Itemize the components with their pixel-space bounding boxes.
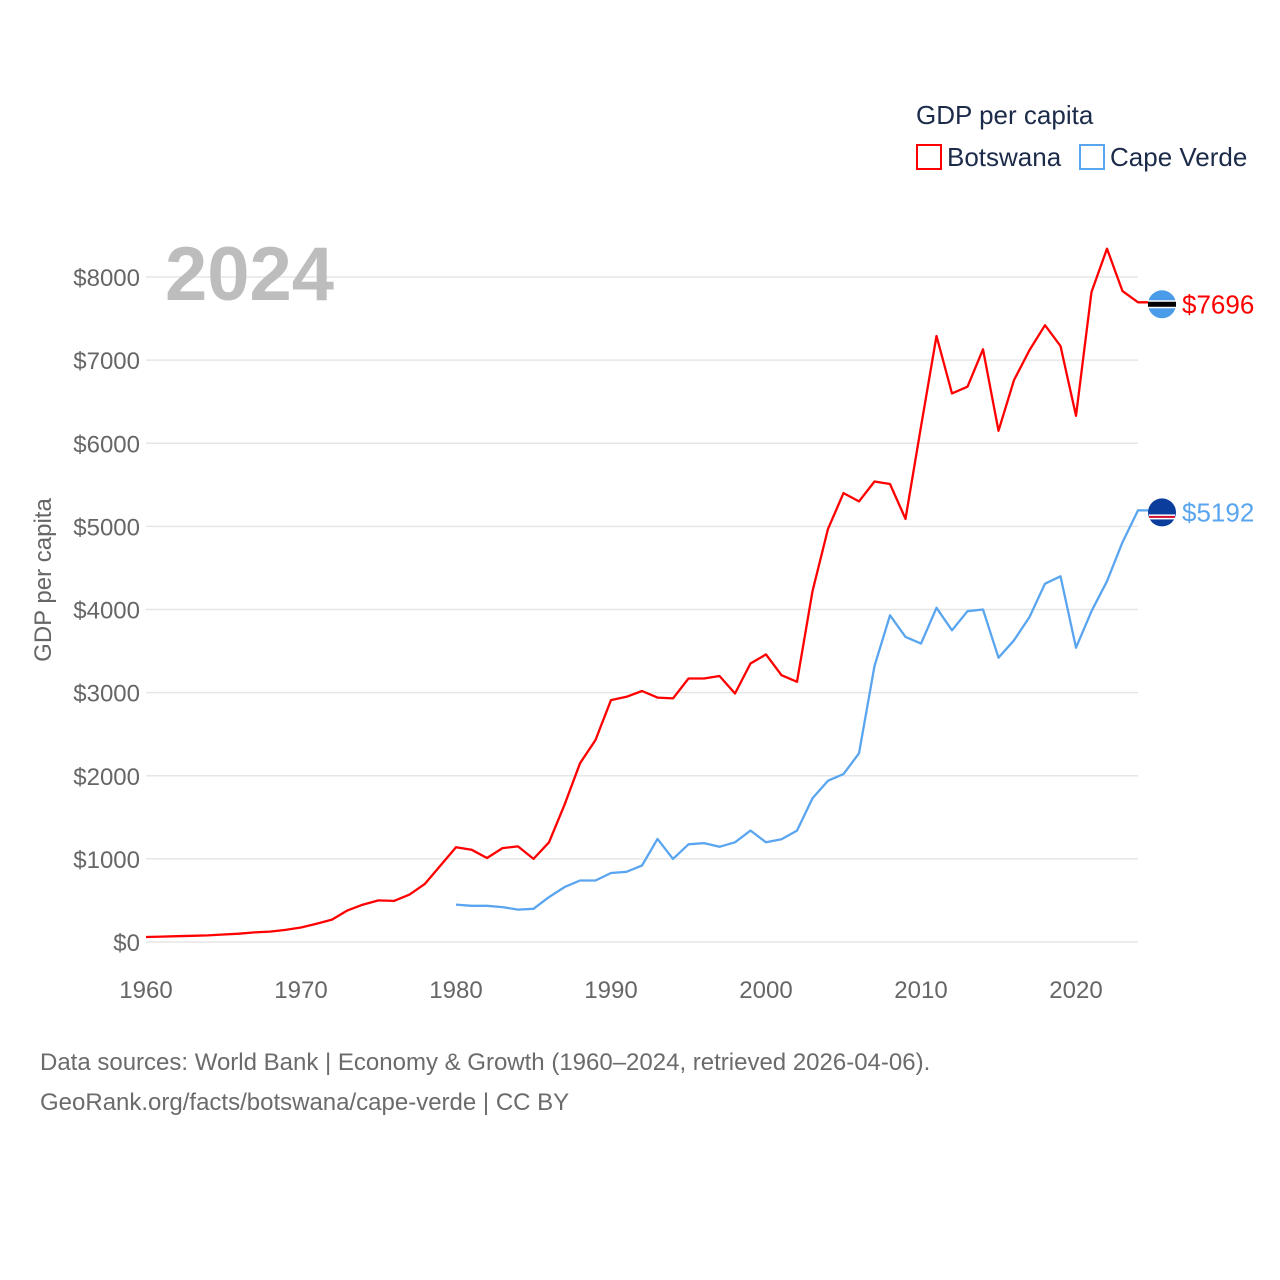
legend-swatch — [1079, 144, 1105, 170]
series-line-botswana — [145, 247, 1150, 939]
x-tick-label: 2010 — [894, 977, 947, 1004]
flag-stripe — [1148, 301, 1176, 307]
x-tick-label: 2000 — [739, 977, 792, 1004]
legend-title: GDP per capita — [916, 100, 1094, 130]
end-value-label: $7696 — [1182, 289, 1254, 319]
y-tick-label: $5000 — [73, 514, 140, 541]
y-tick-label: $7000 — [73, 348, 140, 375]
x-tick-label: 1970 — [274, 977, 327, 1004]
flag-stripe — [1149, 515, 1175, 518]
end-value-label: $5192 — [1182, 497, 1254, 527]
cape-verde-flag-icon — [1148, 498, 1176, 527]
series-line-cape-verde — [455, 509, 1150, 911]
legend-swatch — [916, 144, 942, 170]
y-tick-label: $1000 — [73, 847, 140, 874]
data-source-text: Data sources: World Bank | Economy & Gro… — [40, 1049, 931, 1076]
legend-label: Botswana — [947, 142, 1062, 172]
footer: Data sources: World Bank | Economy & Gro… — [40, 1043, 930, 1123]
x-tick-label: 1980 — [429, 977, 482, 1004]
x-tick-label: 2020 — [1049, 977, 1102, 1004]
y-tick-label: $8000 — [73, 265, 140, 292]
y-tick-label: $2000 — [73, 764, 140, 791]
x-tick-label: 1960 — [119, 977, 172, 1004]
y-tick-label: $3000 — [73, 681, 140, 708]
y-tick-label: $4000 — [73, 598, 140, 625]
y-axis-title: GDP per capita — [30, 498, 57, 662]
legend-label: Cape Verde — [1110, 142, 1247, 172]
source-link[interactable]: GeoRank.org/facts/botswana/cape-verde | … — [40, 1089, 570, 1116]
y-tick-label: $0 — [113, 930, 140, 957]
x-tick-label: 1990 — [584, 977, 637, 1004]
year-label: 2024 — [165, 232, 334, 317]
y-tick-label: $6000 — [73, 431, 140, 458]
